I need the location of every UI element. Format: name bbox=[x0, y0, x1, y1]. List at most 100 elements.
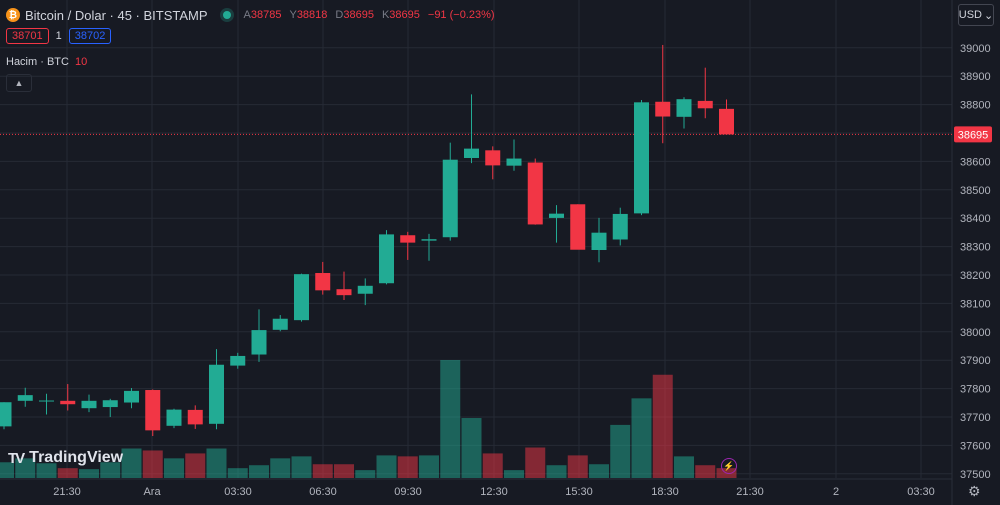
candle-body bbox=[166, 409, 182, 426]
tradingview-watermark[interactable]: TV TradingView bbox=[8, 449, 123, 467]
volume-legend[interactable]: Hacim · BTC 10 bbox=[6, 56, 87, 68]
volume-bar bbox=[100, 462, 121, 478]
gear-icon[interactable]: ⚙ bbox=[968, 483, 981, 499]
currency-label: USD bbox=[958, 9, 983, 21]
volume-bar bbox=[631, 398, 652, 478]
volume-bar bbox=[589, 464, 609, 478]
candle-body bbox=[124, 390, 139, 403]
price-tick-label: 37800 bbox=[960, 384, 991, 396]
symbol-title[interactable]: Bitcoin / Dolar · 45 · BITSTAMP bbox=[25, 7, 208, 23]
volume-bar bbox=[440, 360, 461, 478]
volume-bar bbox=[376, 455, 397, 478]
volume-bar bbox=[312, 464, 333, 478]
candle-body bbox=[379, 234, 394, 284]
candle-body bbox=[549, 213, 564, 218]
candle-body bbox=[145, 390, 161, 431]
collapse-legend-button[interactable]: ▲ bbox=[6, 74, 32, 92]
ohlc-values: A38785 Y38818 D38695 K38695 −91 (−0.23%) bbox=[244, 9, 495, 21]
price-tick-label: 38300 bbox=[960, 242, 991, 254]
volume-bar bbox=[227, 468, 248, 478]
candle-body bbox=[209, 364, 224, 424]
volume-bar bbox=[525, 447, 546, 478]
time-tick-label: 2 bbox=[833, 486, 839, 498]
volume-bar bbox=[36, 463, 57, 478]
candle-body bbox=[464, 148, 479, 158]
volume-bar bbox=[652, 374, 673, 478]
candle-body bbox=[17, 395, 33, 401]
watermark-text: TradingView bbox=[29, 449, 124, 466]
sell-price-button[interactable]: 38701 bbox=[6, 28, 49, 44]
bitcoin-icon: ₿ bbox=[6, 8, 20, 22]
candle-body bbox=[0, 402, 12, 427]
volume-bar bbox=[164, 458, 184, 478]
volume-bar bbox=[0, 462, 14, 478]
price-tick-label: 38100 bbox=[960, 298, 991, 310]
volume-bar bbox=[291, 456, 312, 478]
volume-bar bbox=[461, 418, 482, 478]
price-tick-label: 37600 bbox=[960, 440, 991, 452]
candle-body bbox=[570, 204, 586, 250]
high-value: 38818 bbox=[296, 9, 328, 21]
candle-body bbox=[336, 289, 352, 296]
time-tick-label: 18:30 bbox=[651, 486, 679, 498]
volume-bar bbox=[695, 465, 716, 478]
volume-bar bbox=[546, 465, 567, 478]
price-tick-label: 38500 bbox=[960, 185, 991, 197]
volume-bar bbox=[355, 470, 376, 478]
volume-bar bbox=[270, 458, 291, 478]
candle-body bbox=[485, 150, 501, 166]
lightning-icon[interactable]: ⚡ bbox=[721, 458, 737, 474]
volume-bar bbox=[185, 453, 206, 478]
candle-body bbox=[81, 400, 97, 409]
candle-body bbox=[676, 99, 692, 117]
candle-body bbox=[187, 409, 203, 425]
low-label: D bbox=[335, 9, 344, 21]
time-tick-label: 06:30 bbox=[309, 486, 337, 498]
time-tick-label: 21:30 bbox=[53, 486, 81, 498]
time-tick-label: 03:30 bbox=[907, 486, 935, 498]
trade-buttons: 38701 1 38702 bbox=[6, 28, 112, 44]
candle-body bbox=[272, 318, 288, 330]
candle-body bbox=[421, 239, 437, 241]
spread-value: 1 bbox=[55, 30, 62, 42]
volume-bar bbox=[206, 448, 227, 478]
volume-bar bbox=[15, 458, 36, 478]
candle-body bbox=[506, 158, 522, 166]
change-value: −91 (−0.23%) bbox=[427, 9, 495, 21]
last-price-tag bbox=[954, 126, 992, 143]
time-tick-label: 15:30 bbox=[565, 486, 593, 498]
time-tick-label: 09:30 bbox=[394, 486, 422, 498]
candle-body bbox=[719, 108, 734, 135]
candle-body bbox=[60, 400, 76, 405]
time-tick-label: 12:30 bbox=[480, 486, 508, 498]
tradingview-logo-icon: TV bbox=[8, 449, 25, 467]
price-tick-label: 38800 bbox=[960, 100, 991, 112]
price-tick-label: 38900 bbox=[960, 71, 991, 83]
volume-bar bbox=[397, 456, 418, 478]
volume-bar bbox=[79, 469, 99, 478]
buy-price-button[interactable]: 38702 bbox=[68, 28, 112, 44]
price-tick-label: 38600 bbox=[960, 156, 991, 168]
price-tick-label: 37900 bbox=[960, 355, 991, 367]
currency-button[interactable]: USD ⌄ bbox=[958, 4, 994, 26]
close-value: 38695 bbox=[389, 9, 420, 21]
candle-body bbox=[655, 101, 671, 117]
volume-bar bbox=[142, 450, 163, 478]
volume-bar bbox=[249, 465, 269, 478]
open-label: A bbox=[243, 9, 251, 21]
candle-body bbox=[400, 235, 416, 243]
open-value: 38785 bbox=[250, 9, 282, 21]
low-value: 38695 bbox=[343, 9, 374, 21]
last-price-label: 38695 bbox=[958, 129, 989, 141]
price-tick-label: 37500 bbox=[960, 469, 991, 481]
candle-body bbox=[357, 285, 373, 294]
symbol-header[interactable]: ₿ Bitcoin / Dolar · 45 · BITSTAMP A38785… bbox=[6, 6, 495, 24]
volume-bar bbox=[674, 456, 694, 478]
candle-body bbox=[527, 162, 543, 225]
candle-body bbox=[39, 400, 54, 402]
volume-bar bbox=[57, 468, 78, 478]
price-tick-label: 39000 bbox=[960, 43, 991, 55]
volume-label: Hacim · BTC bbox=[6, 56, 69, 68]
candle-body bbox=[315, 273, 331, 291]
